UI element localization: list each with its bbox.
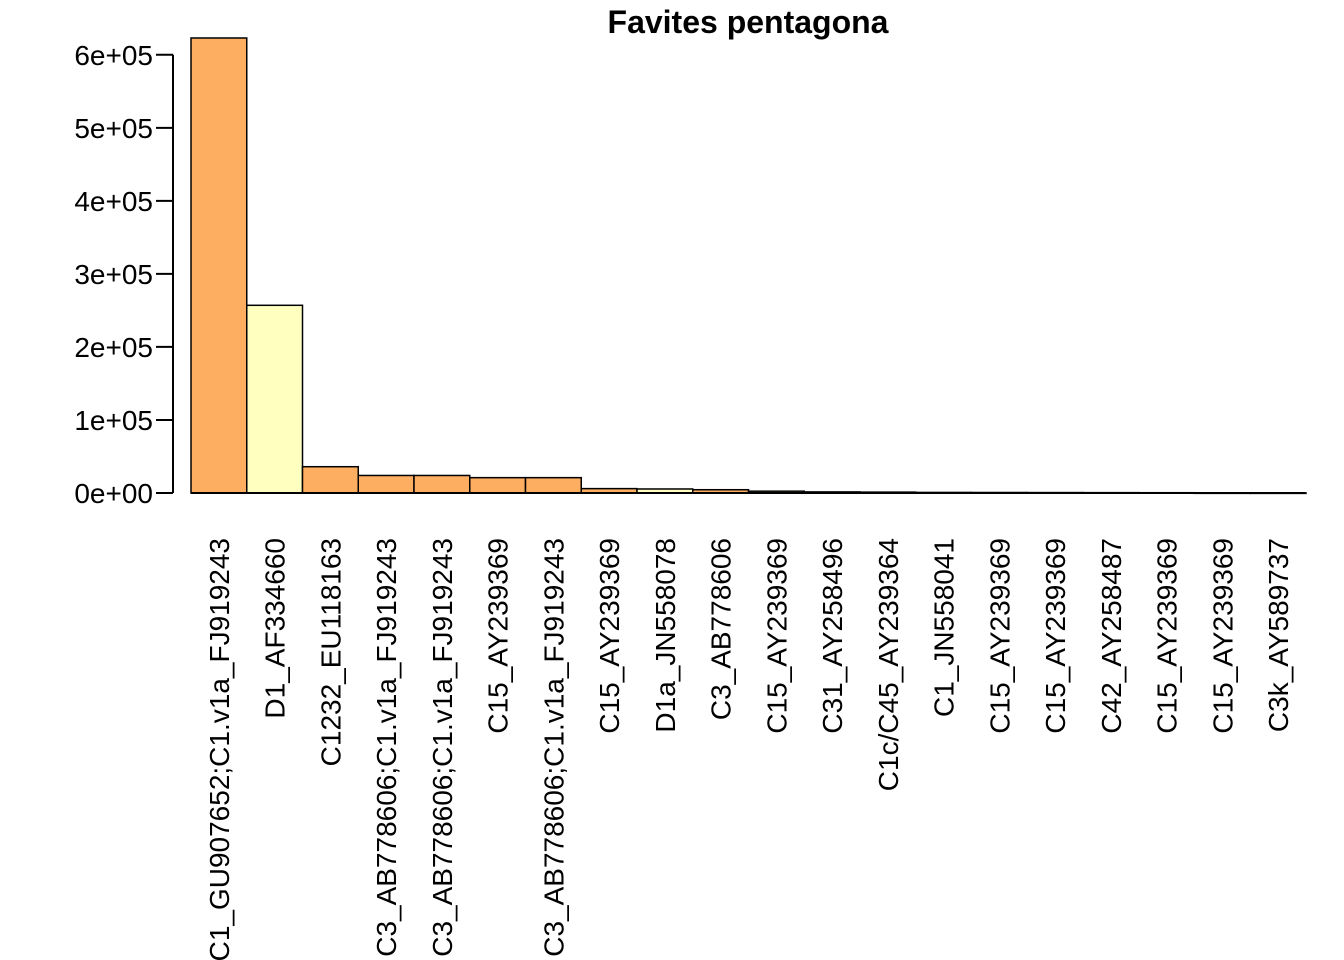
x-category-label: C1c/C45_AY239364	[873, 538, 904, 791]
x-category-label: C15_AY239369	[483, 538, 514, 734]
x-category-label: C15_AY239369	[761, 538, 792, 734]
x-category-label: C3_AB778606;C1.v1a_FJ919243	[371, 538, 402, 957]
x-category-label: D1_AF334660	[260, 538, 291, 719]
y-tick-label: 5e+05	[74, 113, 153, 144]
x-category-label: C3_AB778606;C1.v1a_FJ919243	[538, 538, 569, 957]
y-tick-label: 2e+05	[74, 332, 153, 363]
x-category-label: C15_AY239369	[1152, 538, 1183, 734]
y-tick-label: 0e+00	[74, 478, 153, 509]
x-category-label: C3k_AY589737	[1263, 538, 1294, 732]
x-category-label: C31_AY258496	[817, 538, 848, 734]
x-category-label: C3_AB778606	[706, 538, 737, 720]
x-category-label: C15_AY239369	[984, 538, 1015, 734]
x-category-label: C1232_EU118163	[315, 538, 346, 766]
chart-title: Favites pentagona	[608, 4, 889, 40]
x-axis-labels: C1_GU907652;C1.v1a_FJ919243 D1_AF334660 C1…	[204, 538, 1294, 960]
x-category-label: C15_AY239369	[1207, 538, 1238, 734]
bar	[190, 37, 248, 494]
y-tick-label: 1e+05	[74, 405, 153, 436]
x-category-label: D1a_JN558078	[650, 538, 681, 733]
y-axis: 0e+00 1e+05 2e+05 3e+05 4e+05 5e+05 6e+05	[74, 40, 174, 509]
bar	[469, 476, 527, 494]
bar	[246, 304, 304, 494]
bar	[524, 476, 582, 494]
bars	[190, 37, 1307, 495]
bar	[413, 474, 471, 494]
x-category-label: C42_AY258487	[1096, 538, 1127, 734]
x-category-label: C3_AB778606;C1.v1a_FJ919243	[427, 538, 458, 957]
bar	[301, 465, 359, 494]
y-tick-label: 6e+05	[74, 40, 153, 71]
x-category-label: C1_JN558041	[929, 538, 960, 717]
x-category-label: C1_GU907652;C1.v1a_FJ919243	[204, 538, 235, 960]
y-tick-label: 3e+05	[74, 259, 153, 290]
x-category-label: C15_AY239369	[1040, 538, 1071, 734]
x-category-label: C15_AY239369	[594, 538, 625, 734]
bar	[357, 474, 415, 494]
y-tick-label: 4e+05	[74, 186, 153, 217]
